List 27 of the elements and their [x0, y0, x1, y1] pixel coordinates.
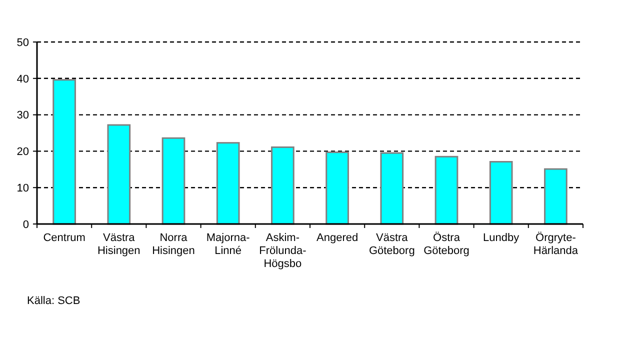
bar — [380, 152, 404, 225]
bar — [271, 146, 294, 225]
bar — [489, 161, 513, 225]
bar — [544, 168, 568, 225]
bar — [326, 152, 349, 225]
x-tick-label: Angered — [316, 232, 358, 244]
x-tick-label: Östra Göteborg — [424, 231, 470, 257]
x-tick-label: Lundby — [483, 232, 520, 244]
y-tick-label: 40 — [16, 73, 29, 86]
x-tick-label: Västra Göteborg — [368, 232, 415, 257]
y-tick-label: 30 — [16, 110, 29, 122]
x-tick-label: Askim- Frölunda- Högsbo — [259, 232, 307, 270]
y-tick-label: 0 — [22, 218, 29, 231]
text: Källa: SCB — [27, 295, 80, 307]
x-tick-label: Västra Hisingen — [97, 232, 140, 257]
x-tick-label: Centrum — [43, 232, 86, 244]
y-tick-label: 50 — [16, 36, 29, 49]
x-tick-label: Norra Hisingen — [152, 232, 195, 257]
y-tick-label: 10 — [16, 182, 29, 194]
x-tick-label: Majorna- Linné — [206, 232, 250, 257]
bar — [107, 124, 131, 225]
bar — [52, 79, 76, 225]
bar — [162, 137, 186, 225]
x-tick-label: Örgryte- Härlanda — [533, 231, 579, 257]
y-tick-label: 20 — [16, 146, 29, 158]
bar — [216, 142, 240, 225]
bar — [434, 156, 458, 225]
